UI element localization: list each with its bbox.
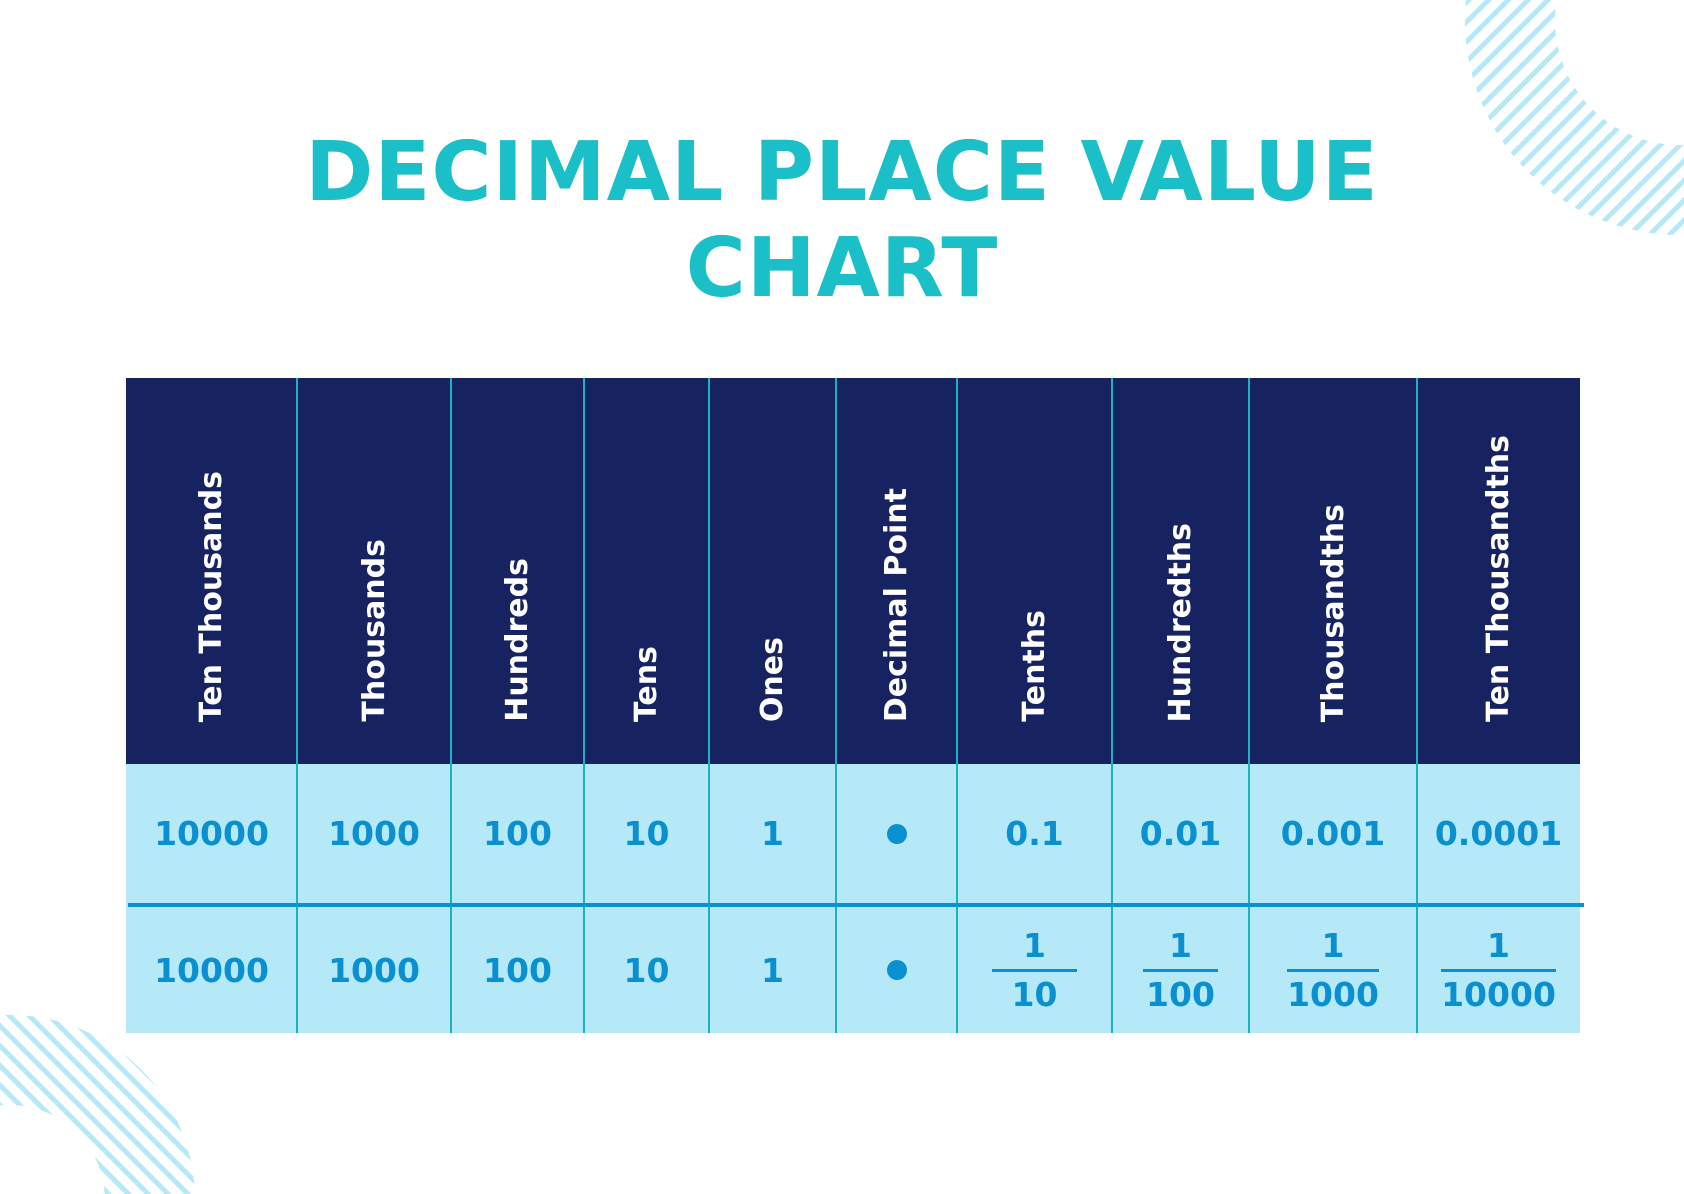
fraction-bar <box>991 968 1078 972</box>
fraction-numerator: 1 <box>1487 925 1510 965</box>
cell-value: 10000 <box>154 950 269 990</box>
title-line-1: DECIMAL PLACE VALUE <box>305 125 1379 220</box>
column-header-label: Hundredths <box>1163 522 1198 722</box>
fraction: 1 10 <box>991 925 1078 1014</box>
table-body <box>126 764 1580 1033</box>
decimal-row-cell: 10000 <box>126 764 297 903</box>
fraction-denominator: 100 <box>1146 974 1215 1014</box>
column-divider <box>450 378 452 1033</box>
column-divider <box>956 378 958 1033</box>
decimal-row-cell: 0.001 <box>1249 764 1417 903</box>
cell-value: 0.0001 <box>1434 814 1563 853</box>
cell-value: 0.01 <box>1139 814 1222 853</box>
column-divider <box>708 378 710 1033</box>
decimal-row-cell: 0.1 <box>957 764 1112 903</box>
column-header-label: Ten Thousandths <box>1481 435 1516 722</box>
cell-value: 0.1 <box>1005 814 1064 853</box>
fraction-row-cell: 10 <box>584 907 709 1033</box>
cell-value: 1 <box>761 950 784 990</box>
cell-value: 100 <box>483 814 552 853</box>
column-header: Ones <box>709 378 836 764</box>
cell-value: 100 <box>483 950 552 990</box>
column-header: Hundredths <box>1112 378 1249 764</box>
column-header-label: Ones <box>755 636 790 722</box>
cell-value: 1000 <box>328 950 420 990</box>
cell-value: 10000 <box>154 814 269 853</box>
decimal-row-cell: 1000 <box>297 764 451 903</box>
fraction: 1 100 <box>1142 925 1219 1014</box>
title-line-2: CHART <box>685 221 999 316</box>
decimal-row-cell <box>836 764 957 903</box>
column-divider <box>835 378 837 1033</box>
column-header: Ten Thousands <box>126 378 297 764</box>
fraction-row-cell: 10000 <box>126 907 297 1033</box>
fraction-row-cell: 1000 <box>297 907 451 1033</box>
column-header: Ten Thousandths <box>1417 378 1580 764</box>
fraction-bar <box>1142 968 1219 972</box>
fraction-row-cell: 1 1000 <box>1249 907 1417 1033</box>
column-header-label: Thousands <box>356 539 392 722</box>
column-header-label: Hundreds <box>500 558 535 722</box>
fraction: 1 10000 <box>1441 925 1556 1014</box>
decimal-row-cell: 1 <box>709 764 836 903</box>
decimal-row-cell: 10 <box>584 764 709 903</box>
decimal-point-dot-icon <box>886 960 907 980</box>
fraction-row-cell: 1 <box>709 907 836 1033</box>
column-header-label: Decimal Point <box>879 487 914 722</box>
column-header-label: Tens <box>629 645 664 722</box>
column-header-label: Tenths <box>1017 610 1052 722</box>
fraction-row-cell: 1 100 <box>1112 907 1249 1033</box>
fraction-row-cell: 1 10 <box>957 907 1112 1033</box>
column-header: Thousandths <box>1249 378 1417 764</box>
fraction-bar <box>1441 968 1556 972</box>
fraction-numerator: 1 <box>1321 925 1345 965</box>
column-header: Thousands <box>297 378 451 764</box>
fraction-numerator: 1 <box>1023 925 1046 965</box>
column-header: Tenths <box>957 378 1112 764</box>
cell-value: 1000 <box>328 814 420 853</box>
fraction-row-cell <box>836 907 957 1033</box>
cell-value: 0.001 <box>1280 814 1386 853</box>
column-divider <box>1416 378 1418 1033</box>
column-divider <box>1111 378 1113 1033</box>
column-divider <box>296 378 298 1033</box>
decimal-row-cell: 0.0001 <box>1417 764 1580 903</box>
fraction-row-cell: 100 <box>451 907 584 1033</box>
column-header: Hundreds <box>451 378 584 764</box>
column-header-label: Thousandths <box>1315 503 1351 722</box>
decimal-point-dot-icon <box>886 823 907 844</box>
column-header: Tens <box>584 378 709 764</box>
decimal-row-cell: 0.01 <box>1112 764 1249 903</box>
cell-value: 10 <box>623 814 670 853</box>
fraction-numerator: 1 <box>1169 925 1192 965</box>
decimal-row-cell: 100 <box>451 764 584 903</box>
fraction: 1 1000 <box>1286 925 1380 1014</box>
fraction-bar <box>1286 968 1380 972</box>
cell-value: 1 <box>761 814 784 853</box>
fraction-denominator: 10 <box>1011 974 1058 1014</box>
column-divider <box>583 378 585 1033</box>
column-divider <box>1248 378 1250 1033</box>
column-header: Decimal Point <box>836 378 957 764</box>
fraction-denominator: 10000 <box>1441 974 1556 1014</box>
cell-value: 10 <box>623 950 670 990</box>
row-divider <box>128 903 1584 907</box>
fraction-row-cell: 1 10000 <box>1417 907 1580 1033</box>
table-header <box>126 378 1580 764</box>
page-title: DECIMAL PLACE VALUE CHART <box>0 125 1684 317</box>
fraction-denominator: 1000 <box>1287 974 1379 1014</box>
place-value-table: Ten Thousands 10000 10000 Thousands 1000 1000… <box>126 378 1584 1033</box>
column-header-label: Ten Thousands <box>194 470 229 722</box>
